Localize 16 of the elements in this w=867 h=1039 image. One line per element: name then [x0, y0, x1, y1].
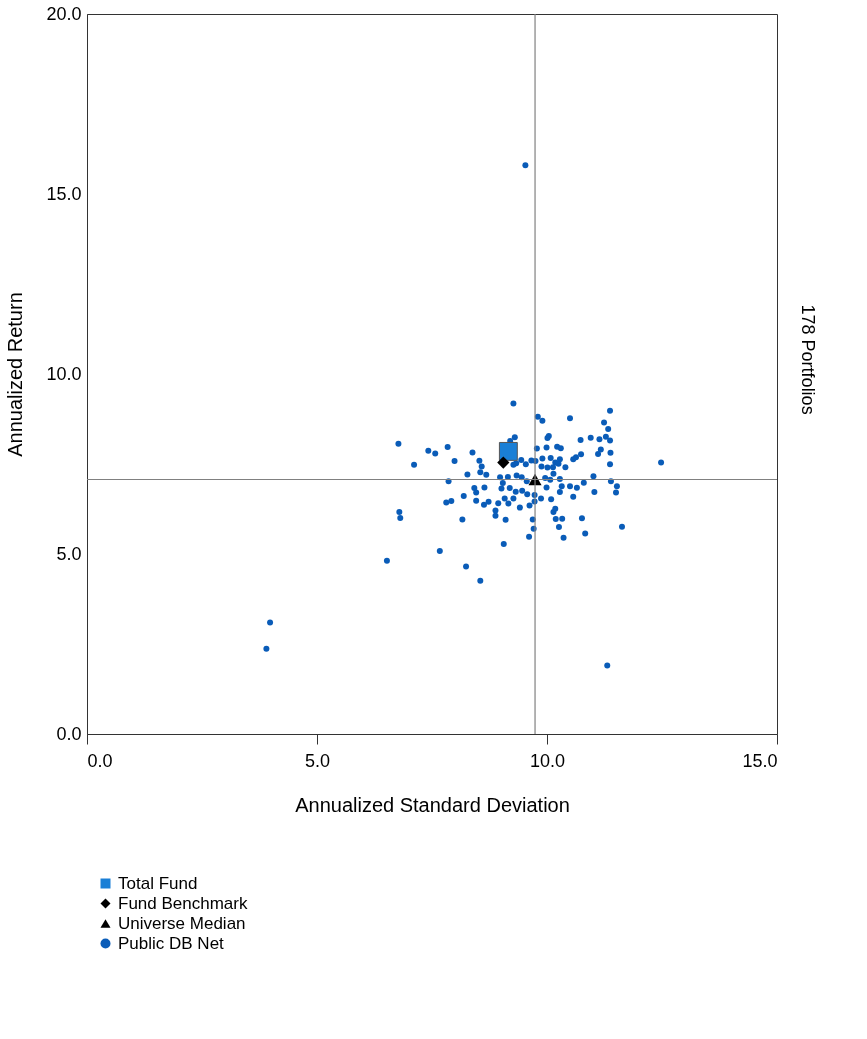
y-tick-label: 15.0: [46, 183, 82, 204]
x-tick-label: 5.0: [304, 750, 331, 771]
x-axis-title: Annualized Standard Deviation: [295, 793, 570, 816]
y-axis-title: Annualized Return: [4, 292, 27, 457]
legend-label: Fund Benchmark: [118, 893, 248, 913]
y-tick-label: 5.0: [56, 543, 82, 564]
y-tick-label: 0.0: [56, 723, 82, 744]
y-tick-label: 10.0: [46, 363, 82, 384]
x-tick-label: 0.0: [87, 750, 113, 771]
legend-label: Public DB Net: [118, 933, 225, 953]
text: 178 Portfolios: [798, 304, 818, 415]
legend-label: Total Fund: [118, 873, 198, 893]
y-tick-label: 20.0: [46, 3, 82, 24]
legend-label: Universe Median: [118, 913, 246, 933]
x-tick-label: 15.0: [742, 750, 778, 771]
x-tick-label: 10.0: [529, 750, 566, 771]
